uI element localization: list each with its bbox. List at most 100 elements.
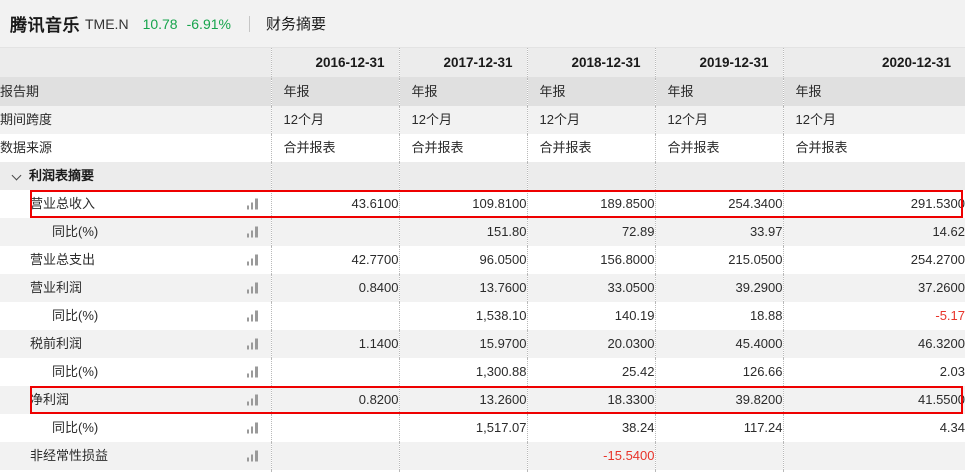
bar-chart-icon[interactable] (246, 394, 259, 406)
table-cell: 41.5500 (782, 470, 965, 473)
row-label: 期间跨度 (0, 106, 271, 134)
table-cell: 13.7600 (398, 274, 527, 302)
table-cell: 96.0500 (398, 246, 527, 274)
table-cell: 189.8500 (526, 190, 655, 218)
row-label: 营业总收入 (0, 190, 271, 218)
table-row[interactable]: 营业利润 0.8400 13.7600 33.0500 39.2900 37.2600 (0, 274, 965, 302)
table-cell: 45.4000 (654, 330, 783, 358)
table-cell: 38.24 (526, 414, 655, 442)
table-row[interactable]: 同比(%) 1,517.07 38.24 117.24 4.34 (0, 414, 965, 442)
table-row[interactable]: 利润表摘要 (0, 162, 965, 190)
table-cell: 1.1400 (270, 330, 399, 358)
table-cell: 年报 (398, 77, 527, 106)
table-cell (782, 162, 965, 190)
table-cell: 39.8200 (654, 386, 783, 414)
bar-chart-icon[interactable] (246, 282, 259, 294)
table-row[interactable]: 营业总支出 42.7700 96.0500 156.8000 215.0500 254.2… (0, 246, 965, 274)
table-row[interactable]: 营业总收入 43.6100 109.8100 189.8500 254.3400 291.… (0, 190, 965, 218)
financial-summary-table: 2016-12-31 2017-12-31 2018-12-31 2019-12… (0, 48, 965, 473)
table-cell: 37.2600 (782, 274, 965, 302)
table-row[interactable]: 扣非后归属母公司股东的净利润0.820013.260033.870039.820… (0, 470, 965, 473)
bar-chart-icon[interactable] (246, 450, 259, 462)
table-cell: 年报 (526, 77, 655, 106)
table-row[interactable]: 净利润 0.8200 13.2600 18.3300 39.8200 41.5500 (0, 386, 965, 414)
row-label-text: 报告期 (0, 84, 40, 99)
table-row[interactable]: 非经常性损益 -15.5400 (0, 442, 965, 470)
table-cell: 合并报表 (654, 134, 783, 162)
column-header-2016[interactable]: 2016-12-31 (270, 48, 399, 78)
table-cell: 年报 (654, 77, 783, 106)
table-cell: 39.2900 (654, 274, 783, 302)
row-label: 同比(%) (0, 218, 271, 246)
table-cell: 117.24 (654, 414, 783, 442)
table-cell: 18.3300 (526, 386, 655, 414)
row-label-text: 营业总支出 (30, 252, 96, 267)
table-cell (270, 442, 399, 470)
table-cell: 12个月 (782, 106, 965, 134)
table-cell: 42.7700 (270, 246, 399, 274)
table-row[interactable]: 税前利润 1.1400 15.9700 20.0300 45.4000 46.3200 (0, 330, 965, 358)
stock-name: 腾讯音乐 (10, 16, 80, 35)
bar-chart-icon[interactable] (246, 338, 259, 350)
column-header-label (0, 48, 271, 78)
table-cell (526, 162, 655, 190)
table-cell: 1,517.07 (398, 414, 527, 442)
table-cell (398, 442, 527, 470)
table-cell: 72.89 (526, 218, 655, 246)
table-row[interactable]: 同比(%) 1,300.88 25.42 126.66 2.03 (0, 358, 965, 386)
section-title-financial-summary[interactable]: 财务摘要 (265, 16, 326, 33)
row-label: 扣非后归属母公司股东的净利润 (0, 470, 271, 473)
column-header-2020[interactable]: 2020-12-31 (782, 48, 965, 78)
table-cell (270, 218, 399, 246)
column-header-2018[interactable]: 2018-12-31 (526, 48, 655, 78)
table-cell: 215.0500 (654, 246, 783, 274)
table-row[interactable]: 报告期 年报 年报 年报 年报 年报 (0, 77, 965, 106)
bar-chart-icon[interactable] (246, 198, 259, 210)
chevron-down-icon[interactable] (12, 170, 23, 181)
table-cell: 0.8200 (270, 470, 399, 473)
bar-chart-icon[interactable] (246, 226, 259, 238)
table-head: 2016-12-31 2017-12-31 2018-12-31 2019-12… (0, 48, 965, 78)
stock-change-percent: -6.91% (186, 15, 231, 32)
table-cell: 33.0500 (526, 274, 655, 302)
row-label: 同比(%) (0, 358, 271, 386)
table-cell: 12个月 (654, 106, 783, 134)
column-header-2017[interactable]: 2017-12-31 (398, 48, 527, 78)
row-label: 同比(%) (0, 414, 271, 442)
row-label: 净利润 (0, 386, 271, 414)
table-cell: 25.42 (526, 358, 655, 386)
table-cell: 109.8100 (398, 190, 527, 218)
table-row[interactable]: 同比(%) 151.80 72.89 33.97 14.62 (0, 218, 965, 246)
row-label-text: 营业总收入 (30, 196, 96, 211)
row-group-header[interactable]: 利润表摘要 (0, 162, 271, 190)
table-cell (654, 162, 783, 190)
table-cell: 1,538.10 (398, 302, 527, 330)
table-cell: 41.5500 (782, 386, 965, 414)
table-cell: 2.03 (782, 358, 965, 386)
table-cell: 14.62 (782, 218, 965, 246)
table-cell: 13.2600 (398, 470, 527, 473)
bar-chart-icon[interactable] (246, 254, 259, 266)
table-cell (270, 162, 399, 190)
table-cell: -5.17 (782, 302, 965, 330)
stock-code: TME.N (85, 15, 129, 32)
table-row[interactable]: 同比(%) 1,538.10 140.19 18.88 -5.17 (0, 302, 965, 330)
row-label: 非经常性损益 (0, 442, 271, 470)
table-cell: 156.8000 (526, 246, 655, 274)
financial-table-container[interactable]: 2016-12-31 2017-12-31 2018-12-31 2019-12… (0, 48, 965, 473)
table-cell: 126.66 (654, 358, 783, 386)
table-cell: 合并报表 (270, 134, 399, 162)
table-cell: 151.80 (398, 218, 527, 246)
bar-chart-icon[interactable] (246, 422, 259, 434)
table-cell: 12个月 (398, 106, 527, 134)
table-row[interactable]: 期间跨度 12个月 12个月 12个月 12个月 12个月 (0, 106, 965, 134)
bar-chart-icon[interactable] (246, 310, 259, 322)
table-cell: 13.2600 (398, 386, 527, 414)
table-cell: 291.5300 (782, 190, 965, 218)
row-label-text: 非经常性损益 (30, 448, 109, 463)
table-cell: 46.3200 (782, 330, 965, 358)
table-row[interactable]: 数据来源 合并报表 合并报表 合并报表 合并报表 合并报表 (0, 134, 965, 162)
column-header-2019[interactable]: 2019-12-31 (654, 48, 783, 78)
bar-chart-icon[interactable] (246, 366, 259, 378)
row-label-text: 净利润 (30, 392, 70, 407)
